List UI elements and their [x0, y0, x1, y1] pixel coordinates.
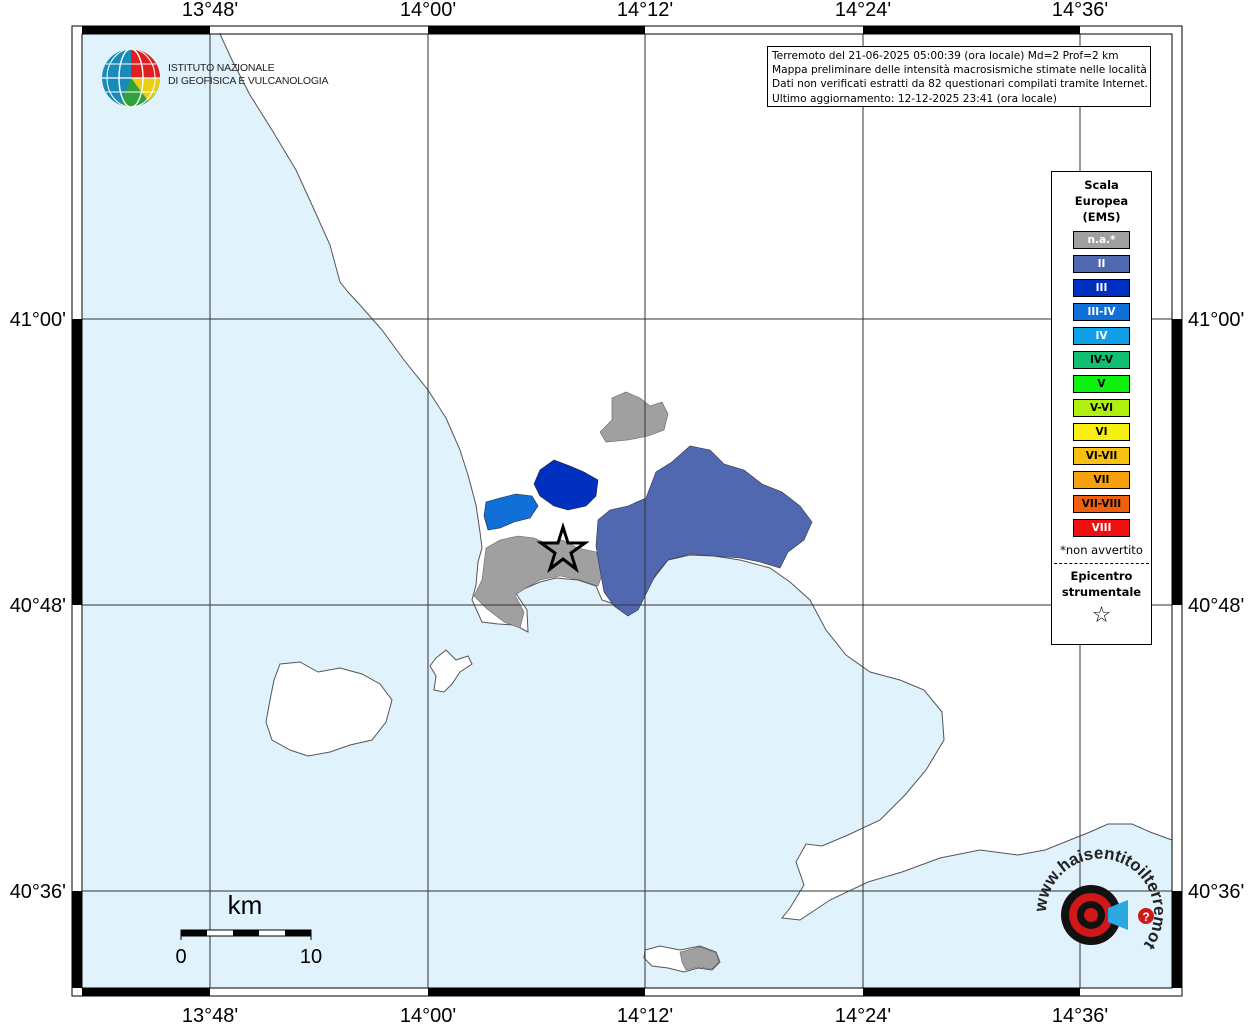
lat-label: 40°48' — [10, 595, 66, 617]
ingv-name: ISTITUTO NAZIONALE DI GEOFISICA E VULCAN… — [168, 62, 329, 88]
capri-grey-zone — [679, 946, 720, 971]
lon-label: 14°00' — [400, 1005, 456, 1024]
legend-item: VIII — [1073, 519, 1130, 537]
legend-item: II — [1073, 255, 1130, 273]
lon-label: 14°12' — [617, 0, 673, 21]
lat-label: 41°00' — [10, 309, 66, 331]
scale-max-label: 10 — [300, 946, 322, 968]
lat-labels-right: 41°00' 40°48' 40°36' — [1188, 309, 1244, 903]
intensity-iii-zone — [533, 459, 599, 511]
legend-epicenter: Epicentro strumentale — [1052, 568, 1151, 600]
scale-min-label: 0 — [175, 946, 186, 968]
legend-item: III — [1073, 279, 1130, 297]
event-info-line3: Dati non verificati estratti da 82 quest… — [772, 78, 1148, 91]
lat-label: 41°00' — [1188, 309, 1244, 331]
scale-unit-label: km — [228, 890, 263, 920]
legend-item: III-IV — [1073, 303, 1130, 321]
epicenter-star-icon: ☆ — [1091, 603, 1112, 628]
scale-bar: km 0 10 — [175, 890, 322, 968]
lon-labels-bottom: 13°48' 14°00' 14°12' 14°24' 14°36' — [182, 1005, 1108, 1024]
event-info-line4: Ultimo aggiornamento: 12-12-2025 23:41 (… — [772, 92, 1057, 105]
lon-label: 14°24' — [835, 0, 891, 21]
lon-label: 14°36' — [1052, 1005, 1108, 1024]
lon-label: 13°48' — [182, 1005, 238, 1024]
legend-item: V — [1073, 375, 1130, 393]
intensity-legend: Scala Europea (EMS) n.a.* II III III-IV IV IV… — [1051, 171, 1152, 645]
ingv-name-line2: DI GEOFISICA E VULCANOLOGIA — [168, 75, 329, 87]
legend-title: Scala Europea (EMS) — [1052, 177, 1151, 225]
lon-label: 14°12' — [617, 1005, 673, 1024]
lon-label: 13°48' — [182, 0, 238, 21]
ingv-globe-icon — [102, 48, 160, 108]
epicenter-star-marker — [536, 521, 590, 574]
legend-item: VI — [1073, 423, 1130, 441]
legend-item: IV-V — [1073, 351, 1130, 369]
legend-title-line1: Scala — [1084, 178, 1119, 192]
event-info-line1: Terremoto del 21-06-2025 05:00:39 (ora l… — [772, 50, 1119, 62]
legend-title-line3: (EMS) — [1082, 210, 1121, 224]
legend-epicenter-line1: Epicentro — [1070, 569, 1133, 583]
legend-separator — [1054, 563, 1149, 564]
event-info-line2: Mappa preliminare delle intensità macros… — [772, 64, 1147, 77]
legend-item: n.a.* — [1073, 231, 1130, 249]
lon-label: 14°36' — [1052, 0, 1108, 21]
intensity-ii-zone — [595, 445, 813, 617]
lon-label: 14°24' — [835, 1005, 891, 1024]
svg-text:?: ? — [1142, 910, 1149, 924]
legend-epicenter-line2: strumentale — [1061, 585, 1142, 599]
legend-item: IV — [1073, 327, 1130, 345]
lat-label: 40°48' — [1188, 595, 1244, 617]
lon-labels-top: 13°48' 14°00' 14°12' 14°24' 14°36' — [182, 0, 1108, 21]
event-info-box: Terremoto del 21-06-2025 05:00:39 (ora l… — [767, 46, 1151, 107]
lon-label: 14°00' — [400, 0, 456, 21]
legend-item: V-VI — [1073, 399, 1130, 417]
lat-label: 40°36' — [1188, 881, 1244, 903]
lat-label: 40°36' — [10, 881, 66, 903]
ischia-island — [265, 661, 393, 757]
map-frame — [71, 25, 1183, 997]
grey-zone-north — [599, 391, 669, 443]
procida-island — [429, 649, 473, 693]
legend-note: *non avvertito — [1060, 543, 1143, 557]
legend-title-line2: Europea — [1074, 194, 1129, 208]
legend-item: VI-VII — [1073, 447, 1130, 465]
ingv-name-line1: ISTITUTO NAZIONALE — [168, 62, 275, 74]
legend-item: VII-VIII — [1073, 495, 1130, 513]
legend-items: n.a.* II III III-IV IV IV-V V V-VI VI VI-VII VII VI… — [1052, 231, 1151, 537]
legend-item: VII — [1073, 471, 1130, 489]
graticule — [82, 34, 1172, 988]
lat-labels-left: 41°00' 40°48' 40°36' — [10, 309, 66, 903]
intensity-iii-iv-zone — [483, 493, 539, 531]
